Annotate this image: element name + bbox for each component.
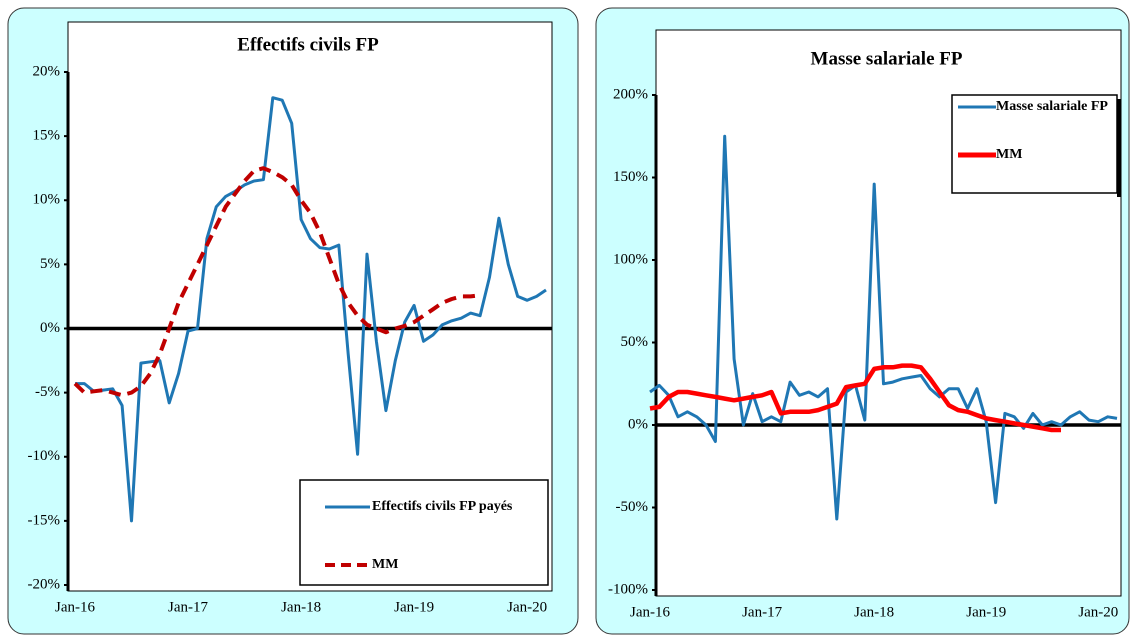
x-tick-label: Jan-19 xyxy=(966,604,1006,620)
x-tick-label: Jan-20 xyxy=(507,599,547,615)
legend xyxy=(299,479,549,586)
x-tick-label: Jan-18 xyxy=(854,604,894,620)
y-tick-label: 10% xyxy=(33,192,61,208)
legend-label-box: MM xyxy=(996,147,1023,162)
y-tick-label: 100% xyxy=(613,251,648,267)
y-tick-label: 15% xyxy=(33,128,61,144)
y-tick-label: -20% xyxy=(28,576,61,592)
legend xyxy=(951,94,1118,194)
y-tick-label: 50% xyxy=(621,334,649,350)
series-line xyxy=(73,166,481,398)
legend-label: MM xyxy=(996,147,1023,162)
legend-label: MM xyxy=(372,557,398,572)
y-tick-label: 0% xyxy=(628,416,648,432)
x-tick-label: Jan-16 xyxy=(630,604,670,620)
x-tick-label: Jan-20 xyxy=(1078,604,1118,620)
legend-label: Effectifs civils FP payés xyxy=(372,499,513,514)
y-tick-label: -15% xyxy=(28,512,61,528)
y-tick-label: 150% xyxy=(613,169,648,185)
y-tick-label: -5% xyxy=(35,384,60,400)
x-tick-label: Jan-16 xyxy=(55,599,95,615)
y-tick-label: -10% xyxy=(28,448,61,464)
legend-shadow xyxy=(1117,99,1121,197)
legend-label: Masse salariale FP xyxy=(996,99,1108,114)
y-tick-label: 200% xyxy=(613,86,648,102)
legend-label-box: Masse salariale FP xyxy=(996,99,1108,114)
y-tick-label: -100% xyxy=(608,581,648,597)
chart-title: Effectifs civils FP xyxy=(237,34,379,55)
y-tick-label: 5% xyxy=(40,256,60,272)
x-tick-label: Jan-19 xyxy=(394,599,434,615)
y-tick-label: -50% xyxy=(616,499,649,515)
x-tick-label: Jan-18 xyxy=(281,599,321,615)
series-line xyxy=(649,134,1118,521)
series-line xyxy=(75,96,547,523)
chart-title: Masse salariale FP xyxy=(811,48,963,69)
x-tick-label: Jan-17 xyxy=(168,599,208,615)
y-tick-label: 0% xyxy=(40,320,60,336)
x-tick-label: Jan-17 xyxy=(742,604,782,620)
series-line xyxy=(649,363,1061,433)
y-tick-label: 20% xyxy=(33,63,61,79)
